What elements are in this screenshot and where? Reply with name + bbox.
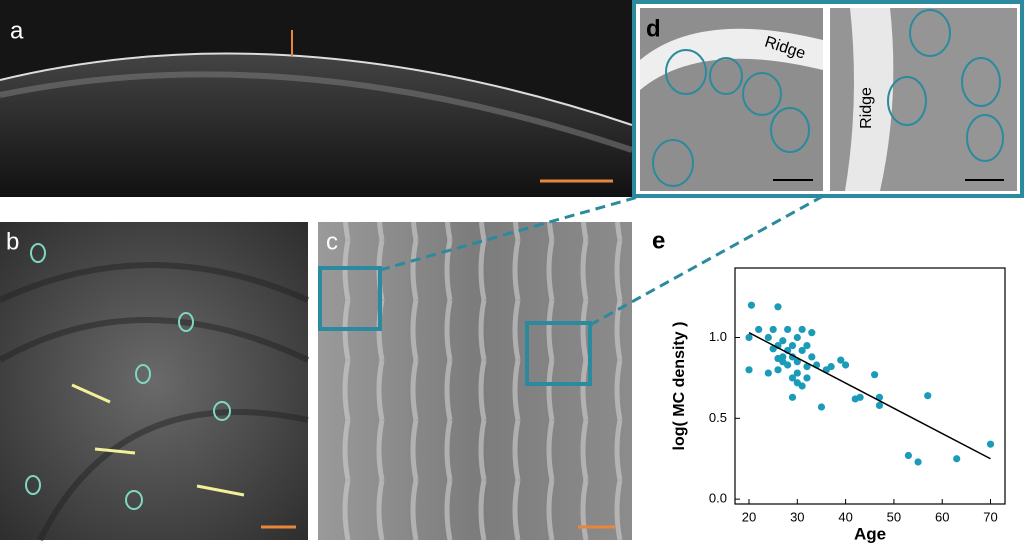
panel-label: a xyxy=(10,17,24,44)
data-point xyxy=(793,369,801,377)
data-point xyxy=(808,329,816,337)
panel-a-image xyxy=(0,0,633,197)
data-point xyxy=(784,361,792,369)
plot-frame xyxy=(734,267,1006,505)
data-point xyxy=(827,363,835,371)
data-point xyxy=(842,361,850,369)
data-point xyxy=(793,379,801,387)
panel-c-image xyxy=(318,193,826,540)
x-tick-label: 40 xyxy=(838,509,852,524)
x-tick-label: 30 xyxy=(790,509,804,524)
ridge-label: Ridge xyxy=(858,87,875,129)
data-point xyxy=(803,374,811,382)
scatter-chart: Age log( MC density ) 20 30 40 50 60 70 0.0 0.5… xyxy=(671,267,1006,543)
data-point xyxy=(837,356,845,364)
y-tick-label: 0.0 xyxy=(709,491,727,506)
data-point xyxy=(745,333,753,342)
data-point xyxy=(870,371,879,379)
y-tick-label: 1.0 xyxy=(709,329,727,344)
data-point xyxy=(774,303,782,311)
x-tick-label: 20 xyxy=(742,509,756,524)
data-point xyxy=(747,301,756,309)
data-point xyxy=(774,354,782,363)
x-axis-label: Age xyxy=(854,524,886,543)
x-tick-label: 70 xyxy=(983,509,997,524)
data-point xyxy=(924,392,932,400)
data-point xyxy=(914,458,922,466)
panel-label: b xyxy=(6,228,19,255)
panel-label: d xyxy=(646,15,661,42)
data-point xyxy=(875,401,884,409)
panel-d-image: Ridge Ridge xyxy=(632,0,1024,198)
data-point xyxy=(986,440,995,448)
x-tick-label: 50 xyxy=(887,509,901,524)
data-point xyxy=(764,369,772,377)
data-point xyxy=(769,325,777,334)
data-point xyxy=(788,393,797,401)
data-point xyxy=(904,451,912,460)
y-axis-label: log( MC density ) xyxy=(671,322,688,451)
panel-label: e xyxy=(652,227,665,254)
data-point xyxy=(788,374,797,382)
panel-label: c xyxy=(326,228,338,255)
data-point xyxy=(788,341,797,350)
data-point xyxy=(798,325,806,334)
data-point xyxy=(803,363,811,371)
data-point xyxy=(784,325,792,334)
data-point xyxy=(774,366,782,374)
data-point xyxy=(745,366,753,374)
data-point xyxy=(798,346,806,355)
trend-line xyxy=(748,331,991,460)
data-point xyxy=(764,333,772,342)
data-point xyxy=(817,403,826,411)
data-point xyxy=(953,455,961,463)
panel-b-image xyxy=(0,222,310,542)
y-tick-label: 0.5 xyxy=(709,410,727,425)
data-point xyxy=(755,325,763,334)
data-point xyxy=(803,341,811,350)
data-point xyxy=(779,337,787,345)
x-tick-label: 60 xyxy=(935,509,949,524)
data-point xyxy=(856,393,864,401)
data-point xyxy=(793,358,801,366)
data-point xyxy=(808,353,816,361)
data-point xyxy=(793,333,801,342)
